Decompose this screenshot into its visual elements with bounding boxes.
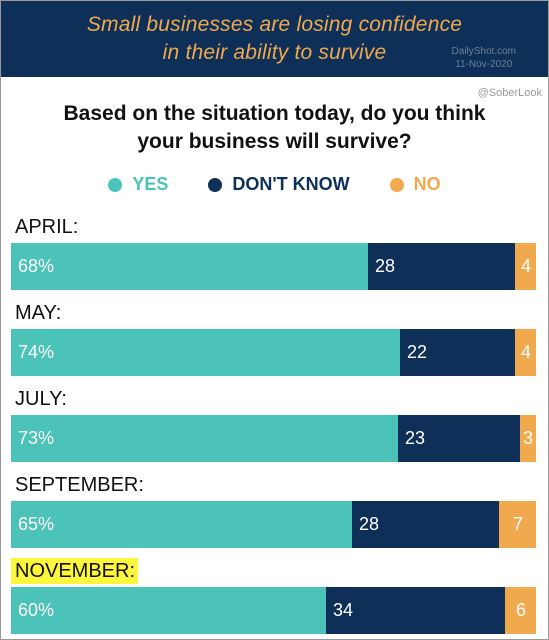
header-banner: Small businesses are losing confidence i…	[1, 1, 548, 77]
bar-segment-dont-know	[400, 329, 515, 376]
bar-group-september: SEPTEMBER: 65% 28 7	[11, 472, 538, 558]
legend-item-dont-know: DON'T KNOW	[208, 174, 350, 195]
data-label-no: 4	[521, 342, 532, 362]
legend-label-dont-know: DON'T KNOW	[232, 174, 350, 194]
data-label-no: 7	[513, 514, 524, 534]
author-handle: @SoberLook	[477, 87, 542, 99]
bar-group-july: JULY: 73% 23 3	[11, 386, 538, 472]
bar-group-april: APRIL: 68% 28 4	[11, 214, 538, 300]
category-label: NOVEMBER:	[11, 558, 139, 584]
data-label-no: 3	[523, 428, 534, 448]
data-label-yes: 60%	[18, 600, 55, 620]
stacked-bar: 60% 34 6	[11, 587, 536, 634]
legend-label-yes: YES	[132, 174, 169, 194]
data-label-yes: 74%	[18, 342, 55, 362]
bar-group-may: MAY: 74% 22 4	[11, 300, 538, 386]
bar-segment-yes	[11, 243, 368, 290]
bar-segment-dont-know	[398, 415, 520, 462]
bar-groups: APRIL: 68% 28 4 MAY: 74% 22 4 JULY: 73% 23 3 SEPTEMB…	[11, 214, 538, 639]
bar-segment-dont-know	[352, 501, 499, 548]
bar-segment-no	[499, 501, 536, 548]
category-label: SEPTEMBER:	[15, 474, 144, 496]
legend: YES DON'T KNOW NO	[1, 174, 548, 195]
watermark-date: 11-Nov-2020	[455, 59, 513, 70]
stacked-bar: 68% 28 4	[11, 243, 536, 290]
data-label-dont-know: 22	[407, 342, 428, 362]
bar-segment-yes	[11, 415, 398, 462]
data-label-dont-know: 34	[333, 600, 354, 620]
bar-segment-no	[515, 329, 536, 376]
category-label: MAY:	[15, 302, 62, 324]
bar-segment-dont-know	[326, 587, 505, 634]
banner-title-line-1: Small businesses are losing confidence	[86, 13, 463, 36]
chart-title-line-1: Based on the situation today, do you thi…	[63, 102, 486, 125]
data-label-yes: 68%	[18, 256, 55, 276]
bar-segment-yes	[11, 501, 352, 548]
stacked-bar: 65% 28 7	[11, 501, 536, 548]
bar-segment-yes	[11, 587, 326, 634]
legend-dot-dont-know-icon	[208, 177, 223, 192]
category-label: APRIL:	[15, 216, 79, 238]
banner-title-line-2: in their ability to survive	[162, 41, 387, 64]
stacked-bar: 74% 22 4	[11, 329, 536, 376]
legend-dot-no-icon	[389, 177, 404, 192]
legend-item-no: NO	[389, 174, 441, 195]
legend-label-no: NO	[413, 174, 441, 194]
category-label: JULY:	[15, 388, 67, 410]
data-label-dont-know: 23	[405, 428, 426, 448]
watermark-site: DailyShot.com	[451, 46, 516, 57]
bar-segment-no	[515, 243, 536, 290]
bar-segment-no	[505, 587, 536, 634]
stacked-bar: 73% 23 3	[11, 415, 536, 462]
bar-segment-yes	[11, 329, 400, 376]
data-label-no: 4	[521, 256, 532, 276]
data-label-dont-know: 28	[359, 514, 380, 534]
legend-dot-yes-icon	[108, 177, 123, 192]
data-label-no: 6	[516, 600, 527, 620]
data-label-dont-know: 28	[375, 256, 396, 276]
bar-group-november: NOVEMBER: 60% 34 6	[11, 558, 538, 639]
data-label-yes: 65%	[18, 514, 55, 534]
chart-title-line-2: your business will survive?	[137, 130, 412, 153]
legend-item-yes: YES	[108, 174, 168, 195]
bar-segment-no	[520, 415, 536, 462]
data-label-yes: 73%	[18, 428, 55, 448]
watermark: DailyShot.com 11-Nov-2020	[452, 45, 516, 71]
chart-title: Based on the situation today, do you thi…	[1, 100, 548, 156]
bar-segment-dont-know	[368, 243, 515, 290]
